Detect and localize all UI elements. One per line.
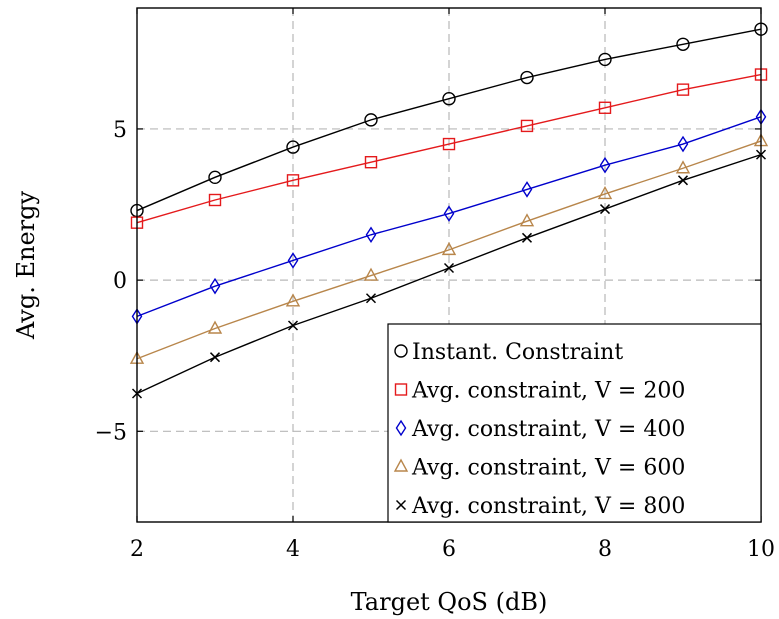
legend-entry: Avg. constraint, V = 800	[395, 494, 685, 519]
legend-label: Avg. constraint, V = 400	[411, 417, 685, 442]
legend-label: Instant. Constraint	[412, 340, 623, 365]
data-point-triangle	[519, 213, 535, 227]
data-point-cross	[521, 232, 533, 243]
data-point-diamond	[287, 252, 299, 269]
series-line	[136, 28, 762, 212]
y-tick-label: 0	[113, 269, 127, 294]
y-tick-label: −5	[95, 420, 127, 445]
legend-marker-cross	[395, 499, 407, 511]
legend-entry: Avg. constraint, V = 600	[393, 456, 685, 481]
data-point-square	[208, 193, 222, 207]
data-point-diamond	[443, 205, 455, 222]
data-point-circle	[676, 37, 690, 51]
legend-label: Avg. constraint, V = 800	[411, 494, 685, 519]
data-point-circle	[442, 92, 456, 106]
data-point-diamond	[365, 226, 377, 244]
series-layer	[129, 22, 769, 399]
series-5	[131, 149, 767, 399]
data-point-triangle	[675, 160, 691, 174]
series-line	[136, 73, 762, 224]
x-tick-label: 6	[442, 537, 456, 562]
legend-entry: Instant. Constraint	[394, 340, 623, 365]
data-point-cross	[209, 352, 221, 363]
data-point-triangle	[207, 320, 223, 334]
data-point-cross	[677, 175, 689, 186]
data-point-square	[286, 174, 300, 187]
x-axis-label: Target QoS (dB)	[351, 588, 548, 616]
data-point-cross	[599, 204, 611, 215]
series-3	[131, 108, 767, 325]
data-point-diamond	[677, 135, 689, 153]
series-1	[130, 22, 768, 218]
y-axis-label: Avg. Energy	[12, 191, 40, 341]
legend-entry: Avg. constraint, V = 400	[395, 417, 685, 442]
data-point-diamond	[209, 277, 221, 295]
x-tick-label: 2	[130, 537, 144, 562]
data-point-square	[520, 119, 534, 133]
data-point-circle	[208, 170, 222, 185]
legend: Instant. Constraint Avg. constraint, V = …	[387, 323, 762, 523]
data-point-square	[598, 101, 612, 114]
data-point-triangle	[363, 267, 379, 281]
legend-marker-square	[394, 383, 408, 396]
x-tick-label: 8	[598, 537, 612, 562]
data-point-square	[364, 155, 378, 169]
series-line	[136, 116, 762, 318]
data-point-square	[676, 83, 690, 96]
data-point-triangle	[441, 241, 457, 256]
data-point-circle	[598, 52, 612, 67]
data-point-circle	[364, 113, 378, 127]
data-point-square	[442, 137, 456, 151]
legend-label: Avg. constraint, V = 200	[411, 379, 685, 404]
legend-entry: Avg. constraint, V = 200	[394, 379, 685, 404]
series-2	[130, 68, 768, 229]
data-point-triangle	[285, 293, 301, 307]
legend-marker-circle	[394, 344, 408, 358]
x-tick-label: 10	[747, 537, 775, 562]
legend-label: Avg. constraint, V = 600	[411, 456, 685, 481]
legend-box	[387, 323, 762, 523]
series-line	[136, 140, 762, 360]
data-point-diamond	[599, 156, 611, 174]
data-point-cross	[287, 320, 299, 331]
data-point-triangle	[597, 185, 613, 200]
data-point-circle	[286, 140, 300, 154]
data-point-diamond	[521, 181, 533, 198]
y-tick-label: 5	[113, 118, 127, 143]
data-point-cross	[365, 293, 377, 304]
legend-marker-diamond	[395, 419, 407, 437]
legend-marker-triangle	[393, 458, 409, 472]
x-tick-label: 4	[286, 537, 300, 562]
axis-ticks: 2 4 6 8 10 −5 0 5	[95, 8, 775, 562]
data-point-cross	[443, 262, 455, 274]
data-point-circle	[520, 70, 534, 85]
